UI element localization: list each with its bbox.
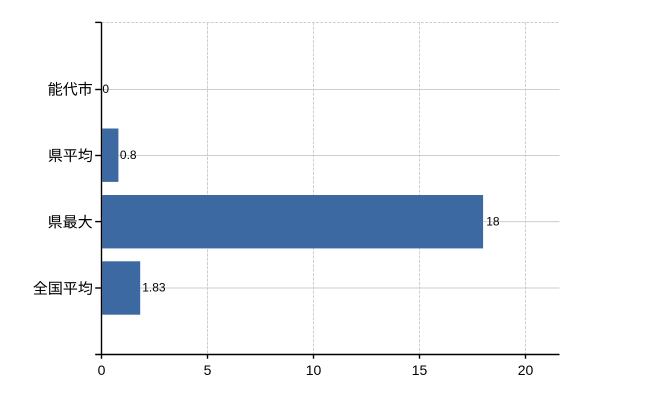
svg-text:1.83: 1.83	[142, 281, 166, 295]
svg-text:15: 15	[412, 362, 428, 378]
svg-text:0: 0	[98, 362, 106, 378]
svg-text:18: 18	[486, 214, 500, 228]
svg-text:20: 20	[518, 362, 534, 378]
svg-text:5: 5	[204, 362, 212, 378]
svg-text:0.8: 0.8	[120, 148, 137, 162]
svg-text:0: 0	[102, 82, 109, 96]
svg-text:10: 10	[306, 362, 322, 378]
